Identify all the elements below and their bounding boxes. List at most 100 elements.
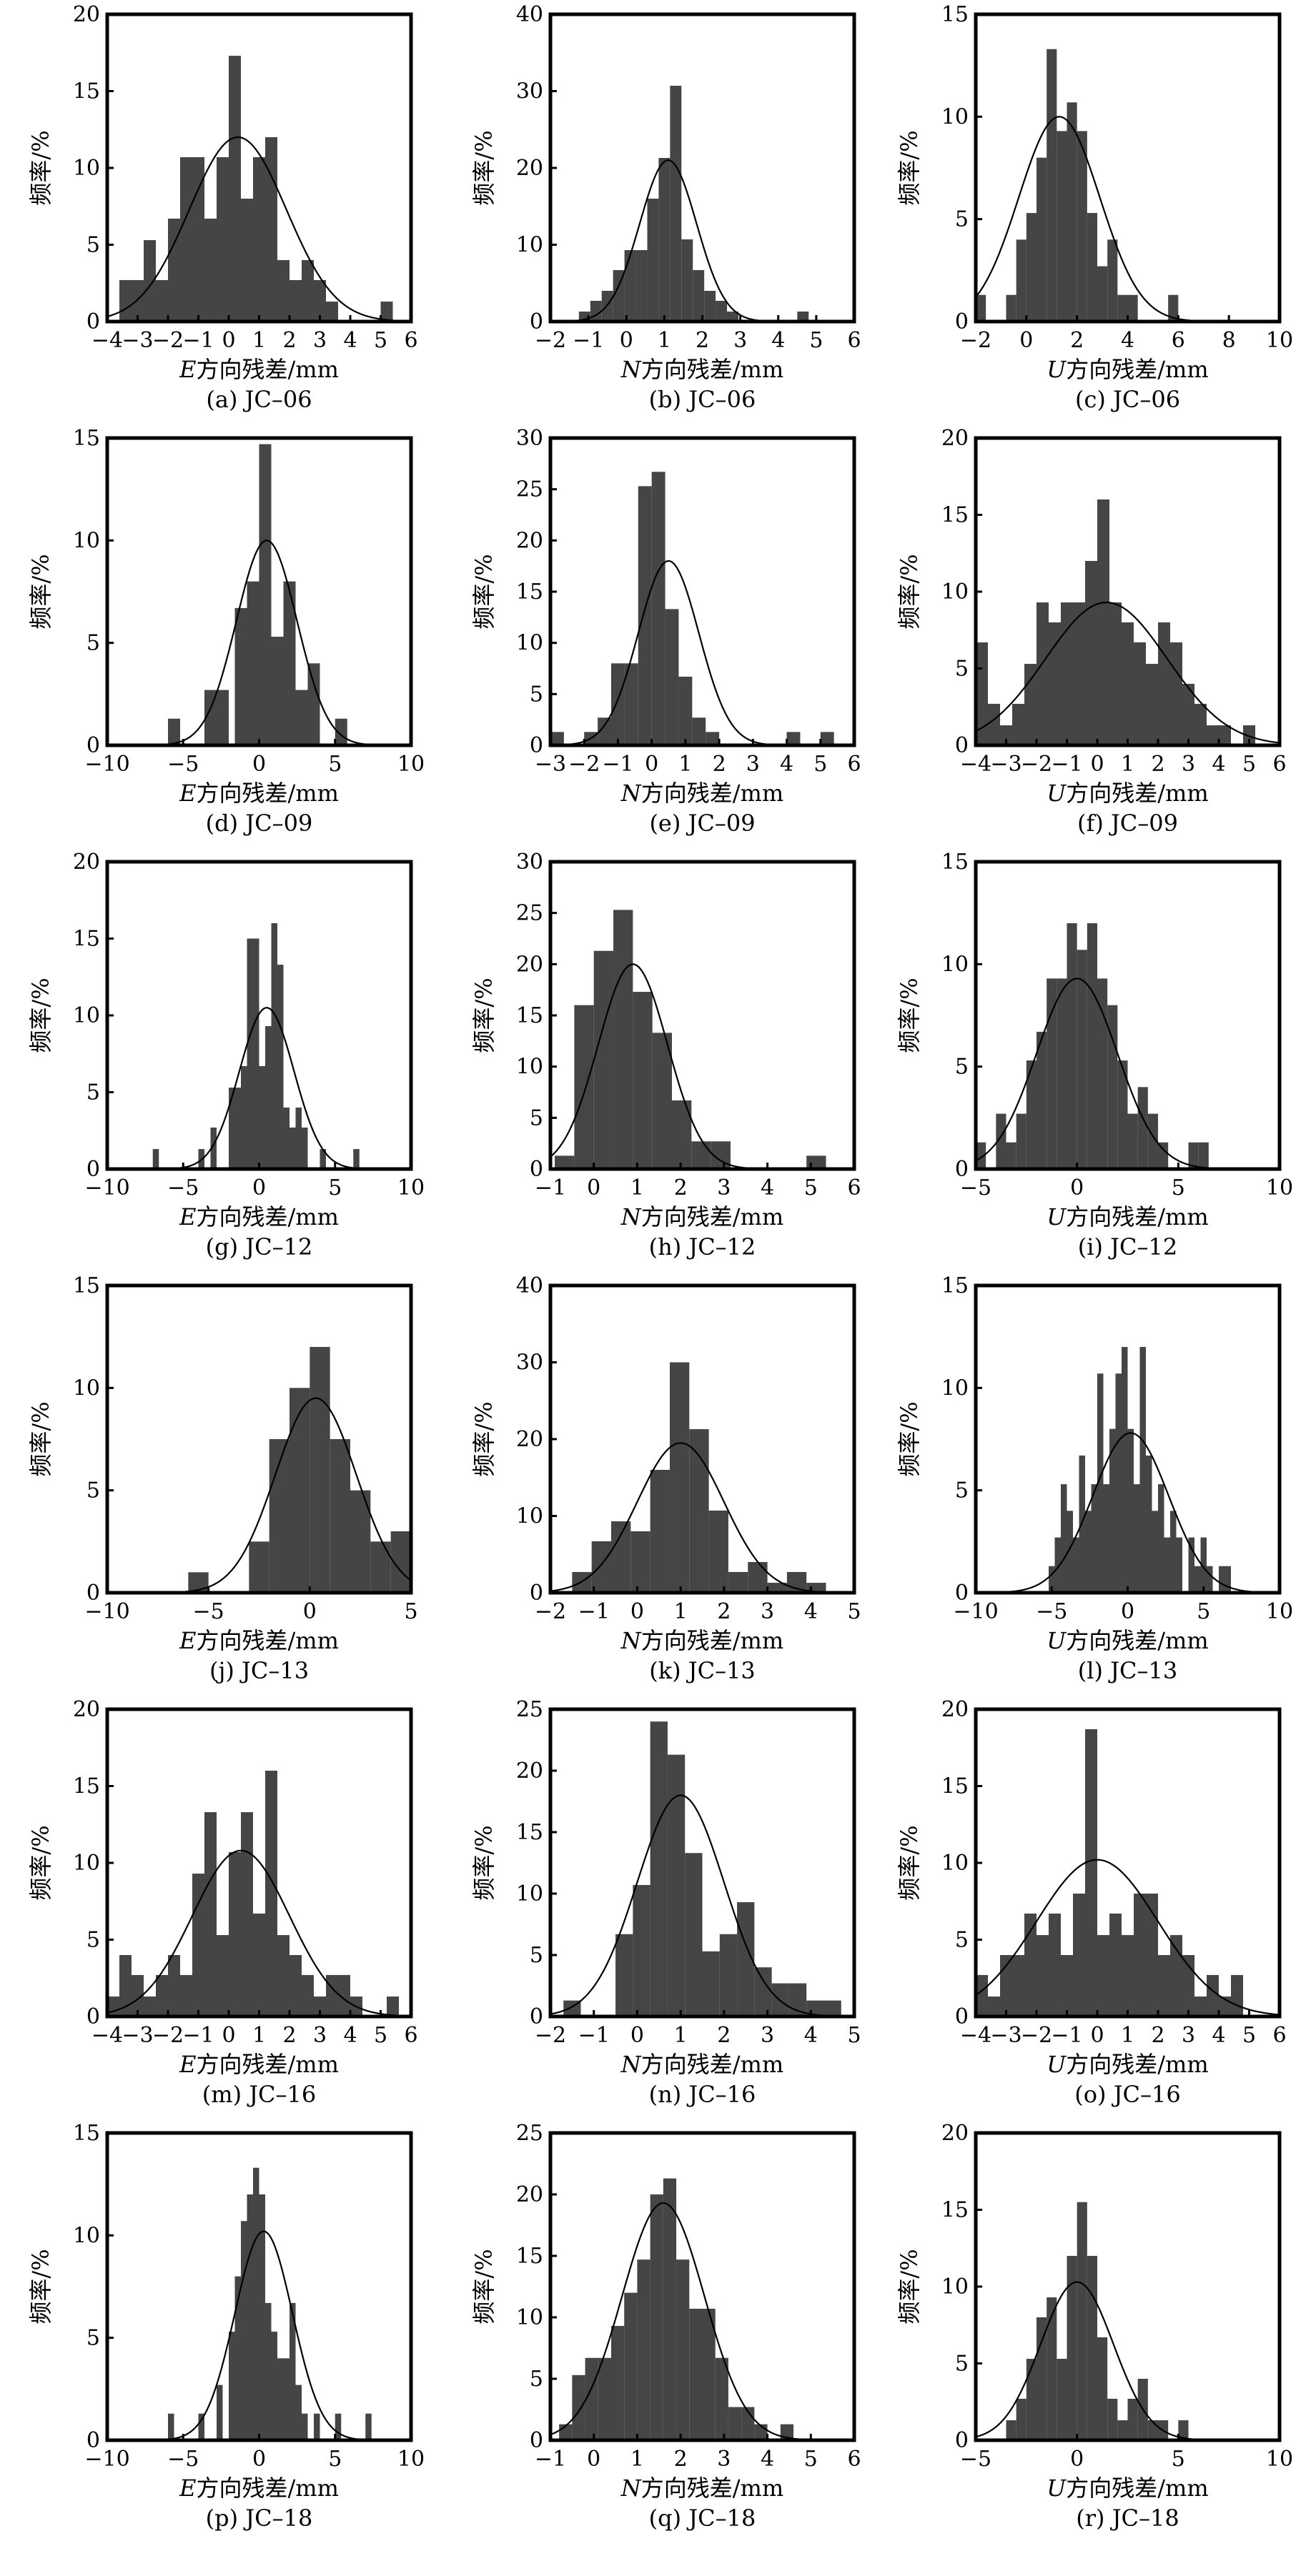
histogram-bar (1047, 978, 1057, 1169)
histogram-bar (314, 279, 326, 322)
histogram-bar (247, 2194, 253, 2440)
y-tick-label: 40 (516, 1273, 543, 1298)
y-tick-label: 5 (955, 2352, 969, 2377)
x-tick-label: 4 (343, 2023, 357, 2048)
x-tick-label: 5 (328, 752, 342, 777)
histogram-bar (302, 260, 314, 322)
histogram-bar (1087, 2256, 1097, 2440)
histogram-bar (144, 1996, 156, 2016)
x-tick-label: −2 (1021, 2023, 1052, 2048)
y-tick-label: 0 (955, 1581, 969, 1606)
histogram-bar (1178, 2420, 1189, 2440)
histogram-bar (290, 279, 302, 322)
x-axis-label: U方向残差/mm (1047, 1627, 1208, 1654)
x-tick-label: 10 (397, 1175, 425, 1200)
histogram-bar (550, 732, 564, 745)
histogram-bar (259, 444, 272, 745)
histogram-bar (638, 486, 652, 745)
histogram-bar (265, 1026, 272, 1169)
x-tick-label: 5 (1242, 2023, 1256, 2048)
y-tick-label: 30 (516, 426, 543, 451)
histogram-bar (1012, 1955, 1024, 2016)
histogram-bar (1139, 1347, 1146, 1593)
histogram-bar (1194, 1566, 1201, 1593)
histogram-bar (277, 1935, 290, 2016)
y-tick-label: 20 (516, 1427, 543, 1452)
histogram-bar (241, 1812, 253, 2016)
x-axis-component: E (179, 2475, 196, 2502)
x-axis-component: U (1047, 780, 1067, 807)
subplot-caption: (c) JC–06 (1075, 386, 1180, 413)
histogram-bar (1158, 622, 1170, 745)
y-tick-label: 15 (941, 850, 969, 875)
x-tick-label: 10 (397, 2447, 425, 2472)
histogram-bar (234, 607, 247, 745)
histogram-bar (1158, 1142, 1169, 1169)
histogram-bar (624, 2292, 638, 2440)
histogram-bar (119, 1955, 132, 2016)
x-tick-label: 5 (1172, 1175, 1185, 1200)
histogram-bar (647, 199, 659, 322)
x-axis-unit: 方向残差/mm (196, 2475, 338, 2502)
histogram-bar (314, 1996, 326, 2016)
histogram-bar (1146, 1455, 1152, 1593)
subplot-caption: (p) JC–18 (206, 2505, 313, 2532)
histogram-bar (1016, 1113, 1027, 1169)
histogram-bar (555, 1155, 575, 1169)
x-tick-label: 5 (813, 752, 827, 777)
histogram-panel: −2 −1 0 1 2 3 4 5 0 10 20 30 40 频率/% N方向残差/mm (k) JC–13 (470, 1273, 861, 1684)
x-tick-label: 1 (252, 2023, 266, 2048)
histogram-bar (249, 1541, 269, 1593)
histogram-bar (1087, 213, 1097, 322)
histogram-bar (1097, 1935, 1109, 2016)
x-tick-label: 3 (313, 2023, 327, 2048)
histogram-bar (271, 923, 277, 1169)
x-tick-label: 1 (630, 2447, 644, 2472)
x-axis-component: E (179, 356, 196, 383)
histogram-bar (1219, 1566, 1225, 1593)
x-axis-unit: 方向残差/mm (1066, 780, 1208, 807)
y-tick-label: 10 (73, 1003, 100, 1028)
x-tick-label: 2 (282, 328, 296, 353)
histogram-bar (277, 965, 284, 1169)
x-tick-label: −1 (182, 328, 214, 353)
x-axis-label: N方向残差/mm (620, 1627, 783, 1654)
y-tick-label: 15 (516, 1003, 543, 1028)
histogram-bar (217, 156, 229, 322)
y-axis-label: 频率/% (470, 978, 498, 1053)
y-tick-label: 10 (73, 2223, 100, 2248)
y-tick-label: 5 (530, 682, 543, 707)
y-tick-label: 0 (955, 309, 969, 334)
histogram-bar (290, 1388, 310, 1593)
x-tick-label: −2 (152, 2023, 184, 2048)
histogram-bar (1117, 294, 1128, 322)
histogram-bar (335, 718, 347, 745)
histogram-bar (259, 1065, 265, 1169)
x-tick-label: 1 (674, 2023, 688, 2048)
x-axis-label: U方向残差/mm (1047, 356, 1208, 383)
x-tick-label: 6 (847, 328, 861, 353)
histogram-bar (1057, 131, 1067, 322)
normal-fit-curve (975, 1859, 1280, 2016)
histogram-bar (658, 158, 671, 322)
subplot-caption: (i) JC–12 (1078, 1233, 1177, 1260)
histogram-bar (259, 2194, 265, 2440)
y-tick-label: 15 (516, 580, 543, 605)
histogram-bar (1057, 2359, 1067, 2440)
x-tick-label: 5 (804, 2447, 818, 2472)
histogram-bar (1122, 622, 1134, 745)
x-axis-unit: 方向残差/mm (196, 1203, 338, 1230)
histogram-bar (1077, 131, 1087, 322)
y-tick-label: 25 (516, 901, 543, 926)
histogram-bar (719, 1934, 738, 2016)
x-tick-label: 10 (1266, 1599, 1293, 1624)
y-axis-label: 频率/% (27, 1401, 54, 1476)
histogram-bar (665, 609, 679, 745)
x-tick-label: 2 (1070, 328, 1084, 353)
y-tick-label: 0 (86, 2004, 100, 2029)
histogram-bar (635, 250, 648, 322)
histogram-bar (217, 1935, 229, 2016)
x-tick-label: 10 (1266, 2447, 1293, 2472)
subplot-caption: (d) JC–09 (206, 810, 313, 837)
